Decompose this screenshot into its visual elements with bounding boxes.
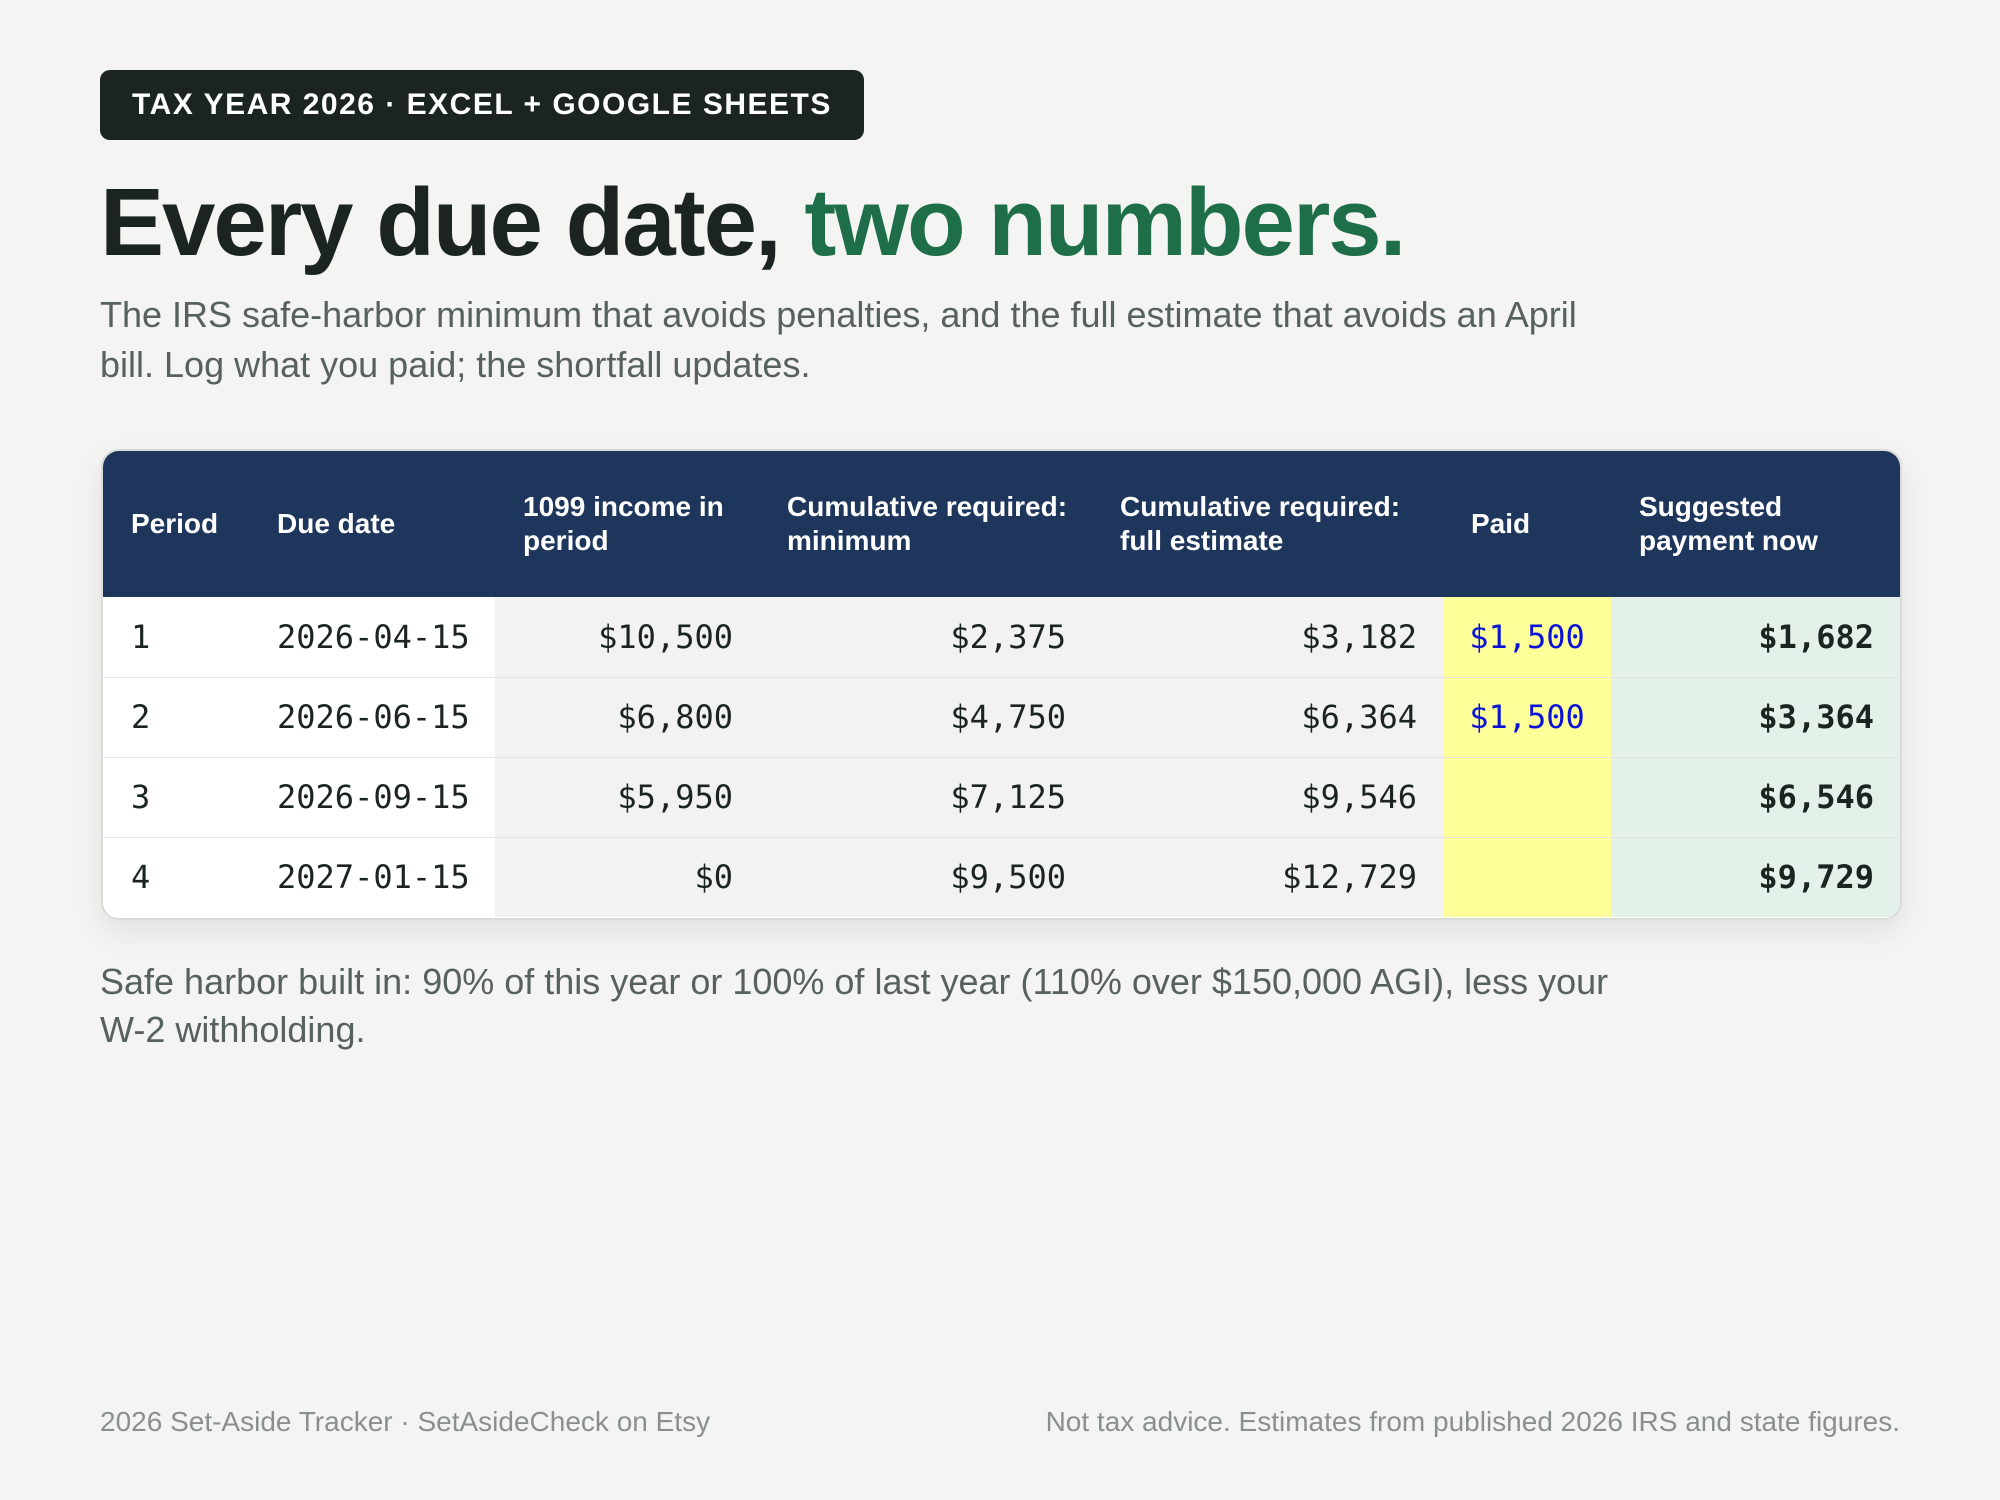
footer-product: 2026 Set-Aside Tracker · SetAsideCheck o…: [100, 1406, 711, 1437]
safe-harbor-note: Safe harbor built in: 90% of this year o…: [100, 961, 1609, 1050]
cell-full: $3,182: [1092, 597, 1443, 677]
table-row: 2 2026-06-15 $6,800 $4,750 $6,364 $1,500…: [103, 676, 1900, 757]
cell-period: 1: [103, 597, 249, 677]
table-header-row: Period Due date 1099 income in period Cu…: [103, 451, 1900, 597]
payment-schedule-table: Period Due date 1099 income in period Cu…: [101, 449, 1902, 920]
cell-suggested: $1,682: [1611, 597, 1900, 677]
cell-due-date: 2026-04-15: [249, 597, 495, 677]
page-title: Every due date, two numbers.: [100, 169, 1406, 276]
cell-paid[interactable]: $1,500: [1443, 597, 1611, 677]
header-min: Cumulative required: minimum: [787, 491, 1068, 556]
table-row: 4 2027-01-15 $0 $9,500 $12,729 $9,729: [103, 836, 1900, 917]
page-title-accent: two numbers.: [804, 169, 1406, 276]
cell-income[interactable]: $0: [495, 836, 759, 917]
cell-full: $9,546: [1092, 756, 1443, 837]
cell-period: 4: [103, 836, 249, 917]
cell-due-date: 2027-01-15: [249, 836, 495, 917]
cell-period: 2: [103, 676, 249, 757]
cell-due-date: 2026-09-15: [249, 756, 495, 837]
cell-income[interactable]: $6,800: [495, 676, 759, 757]
cell-income[interactable]: $10,500: [495, 597, 759, 677]
cell-due-date: 2026-06-15: [249, 676, 495, 757]
header-income: 1099 income in period: [523, 491, 724, 556]
header-paid: Paid: [1471, 508, 1531, 539]
cell-suggested: $9,729: [1611, 836, 1900, 917]
header-due-date: Due date: [277, 508, 396, 539]
cell-period: 3: [103, 756, 249, 837]
cell-paid[interactable]: $1,500: [1443, 676, 1611, 757]
page-subtitle: The IRS safe-harbor minimum that avoids …: [100, 294, 1577, 385]
cell-suggested: $3,364: [1611, 676, 1900, 757]
footer-disclaimer: Not tax advice. Estimates from published…: [1045, 1406, 1900, 1437]
schedule-table: Period Due date 1099 income in period Cu…: [103, 451, 1900, 917]
cell-paid[interactable]: [1443, 756, 1611, 837]
table-row: 1 2026-04-15 $10,500 $2,375 $3,182 $1,50…: [103, 597, 1900, 677]
cell-min: $7,125: [759, 756, 1092, 837]
cell-paid[interactable]: [1443, 836, 1611, 917]
header-full: Cumulative required: full estimate: [1120, 491, 1401, 556]
cell-suggested: $6,546: [1611, 756, 1900, 837]
cell-full: $6,364: [1092, 676, 1443, 757]
table-row: 3 2026-09-15 $5,950 $7,125 $9,546 $6,546: [103, 756, 1900, 837]
cell-min: $4,750: [759, 676, 1092, 757]
page-title-main: Every due date,: [100, 169, 805, 276]
cell-full: $12,729: [1092, 836, 1443, 917]
header-period: Period: [131, 508, 219, 539]
cell-income[interactable]: $5,950: [495, 756, 759, 837]
tax-year-badge: TAX YEAR 2026 · EXCEL + GOOGLE SHEETS: [100, 70, 864, 140]
cell-min: $9,500: [759, 836, 1092, 917]
cell-min: $2,375: [759, 597, 1092, 677]
header-suggested: Suggested payment now: [1639, 491, 1818, 556]
